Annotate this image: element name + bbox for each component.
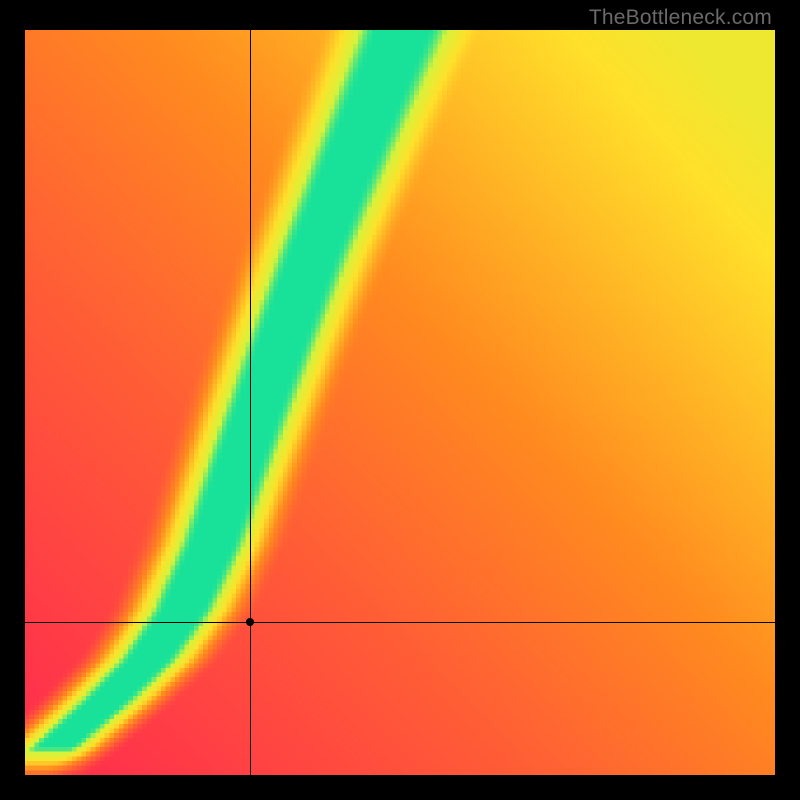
- plot-area: [25, 30, 775, 775]
- chart-container: TheBottleneck.com: [0, 0, 800, 800]
- watermark-text: TheBottleneck.com: [589, 6, 772, 30]
- bottleneck-heatmap: [25, 30, 775, 775]
- crosshair-horizontal: [25, 622, 775, 623]
- marker-dot: [246, 618, 254, 626]
- crosshair-vertical: [250, 30, 251, 775]
